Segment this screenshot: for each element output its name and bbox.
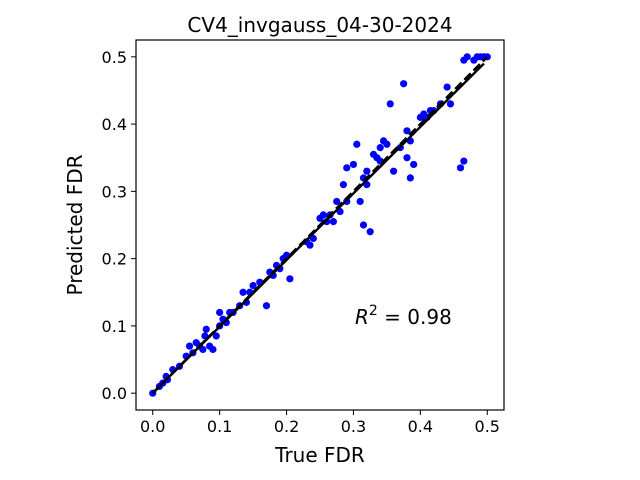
data-point bbox=[249, 281, 257, 290]
data-point bbox=[443, 83, 451, 91]
r-squared-symbol: R bbox=[355, 305, 369, 329]
data-point bbox=[446, 100, 455, 108]
data-point bbox=[363, 167, 371, 175]
data-point bbox=[209, 345, 217, 354]
data-point bbox=[403, 127, 411, 135]
data-point bbox=[403, 154, 411, 162]
y-tick-label: 0.0 bbox=[102, 384, 127, 403]
r-squared-exponent: 2 bbox=[369, 303, 378, 319]
data-point bbox=[212, 332, 220, 340]
y-tick-label: 0.1 bbox=[102, 317, 127, 336]
data-point bbox=[386, 100, 394, 108]
data-point bbox=[406, 174, 414, 182]
y-axis: 0.0 0.1 0.2 0.3 0.4 0.5 bbox=[102, 48, 136, 403]
data-point bbox=[400, 80, 408, 88]
x-tick-label: 0.3 bbox=[341, 417, 366, 436]
x-tick-label: 0.2 bbox=[274, 417, 299, 436]
data-point bbox=[319, 211, 327, 219]
x-tick-label: 0.4 bbox=[408, 417, 433, 436]
data-point bbox=[306, 241, 314, 249]
x-axis: 0.0 0.1 0.2 0.3 0.4 0.5 bbox=[140, 410, 500, 436]
data-point bbox=[366, 228, 374, 236]
x-tick-label: 0.0 bbox=[140, 417, 165, 436]
x-tick-label: 0.5 bbox=[475, 417, 500, 436]
data-point bbox=[343, 164, 351, 172]
x-tick-label: 0.1 bbox=[207, 417, 232, 436]
y-tick-label: 0.3 bbox=[102, 182, 127, 201]
y-tick-label: 0.2 bbox=[102, 250, 127, 269]
data-point bbox=[199, 345, 207, 354]
data-point bbox=[390, 167, 398, 175]
r-squared-annotation: R2 = 0.98 bbox=[355, 303, 452, 329]
data-point bbox=[463, 53, 471, 61]
data-point bbox=[286, 275, 294, 283]
data-point bbox=[329, 218, 337, 226]
y-axis-label: Predicted FDR bbox=[63, 154, 87, 295]
x-axis-label: True FDR bbox=[274, 443, 365, 467]
data-point bbox=[262, 302, 271, 310]
plot-area bbox=[149, 53, 491, 397]
r-squared-value: = 0.98 bbox=[378, 305, 452, 329]
data-point bbox=[339, 181, 348, 189]
data-point bbox=[349, 160, 358, 169]
data-point bbox=[202, 325, 210, 333]
data-point bbox=[456, 164, 465, 172]
data-point bbox=[376, 157, 384, 165]
fit-line bbox=[151, 62, 485, 395]
y-tick-label: 0.4 bbox=[102, 115, 127, 134]
data-point bbox=[239, 288, 247, 296]
data-point bbox=[410, 160, 418, 169]
data-point bbox=[359, 221, 368, 229]
data-point bbox=[185, 342, 194, 350]
data-point bbox=[216, 308, 224, 317]
data-point bbox=[376, 144, 384, 152]
axes-frame bbox=[135, 39, 505, 411]
chart-title: CV4_invgauss_04-30-2024 bbox=[187, 13, 452, 37]
data-point bbox=[383, 140, 391, 148]
data-point bbox=[333, 197, 341, 206]
y-tick-label: 0.5 bbox=[102, 48, 127, 67]
data-point bbox=[460, 157, 468, 165]
data-point bbox=[353, 140, 361, 148]
data-point bbox=[356, 197, 364, 206]
